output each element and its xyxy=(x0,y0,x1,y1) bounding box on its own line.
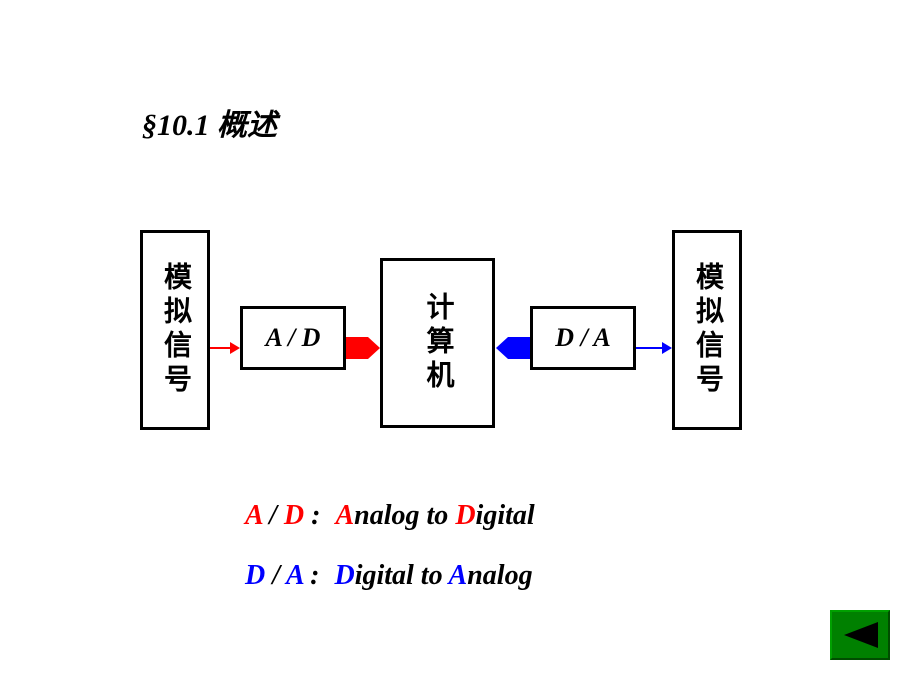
arrow-in-to-ad-head xyxy=(230,342,240,354)
connector-ad-to-computer xyxy=(346,337,368,359)
arrow-in-to-ad xyxy=(210,347,232,349)
box-analog-in: 模拟信号 xyxy=(140,230,210,430)
box-ad-converter: A / D xyxy=(240,306,346,370)
block-diagram: 模拟信号 A / D 计算机 D / A 模拟信号 xyxy=(140,230,800,470)
arrow-da-to-out-head xyxy=(662,342,672,354)
box-analog-out: 模拟信号 xyxy=(672,230,742,430)
legend-ad: A / D : Analog to Digital xyxy=(245,500,535,532)
arrow-da-to-out xyxy=(636,347,664,349)
back-triangle-icon xyxy=(840,620,880,650)
legend-ad-value: Analog to Digital xyxy=(335,500,534,531)
legend-da-value: Digital to Analog xyxy=(334,560,532,591)
legend-ad-label: A / D : xyxy=(245,500,327,531)
nav-back-button[interactable] xyxy=(830,610,890,660)
legend-da: D / A : Digital to Analog xyxy=(245,560,533,592)
box-da-converter: D / A xyxy=(530,306,636,370)
box-computer: 计算机 xyxy=(380,258,495,428)
legend-da-label: D / A : xyxy=(245,560,326,591)
section-title: §10.1 概述 xyxy=(142,100,277,144)
connector-computer-to-da xyxy=(496,337,518,359)
